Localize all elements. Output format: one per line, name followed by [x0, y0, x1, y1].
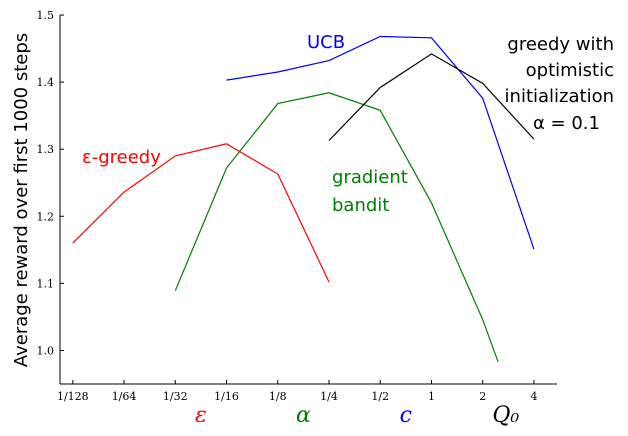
- y-tick-label: 1.4: [37, 76, 55, 89]
- series-line-3: [328, 53, 535, 141]
- param-labels: ε α c Q₀: [195, 403, 519, 428]
- x-tick-label: 2: [479, 390, 486, 403]
- y-ticks: 1.0 1.1 1.2 1.3 1.4 1.5: [37, 9, 64, 357]
- param-label: Q₀: [492, 403, 519, 428]
- annotation-gradient-line2: bandit: [332, 195, 389, 216]
- axes: [59, 15, 557, 385]
- param-label: ε: [195, 403, 207, 428]
- x-tick-label: 1/64: [112, 390, 137, 403]
- param-label: α: [296, 403, 311, 428]
- annotation-greedy-line4: α = 0.1: [533, 113, 600, 134]
- x-tick-label: 1/8: [269, 390, 287, 403]
- y-tick-label: 1.1: [37, 277, 55, 290]
- y-tick-label: 1.2: [37, 210, 55, 223]
- annotation-greedy-line1: greedy with: [507, 34, 614, 55]
- y-tick-label: 1.5: [37, 9, 55, 22]
- annotation-greedy-line3: initialization: [505, 86, 614, 107]
- x-ticks: 1/128 1/64 1/32 1/16 1/8 1/4 1/2 1 2 4: [57, 380, 537, 403]
- x-tick-label: 1/32: [163, 390, 188, 403]
- annotation-gradient-line1: gradient: [332, 167, 408, 188]
- y-tick-label: 1.0: [37, 344, 55, 357]
- series-lines: [72, 35, 535, 363]
- x-tick-label: 1/128: [57, 390, 89, 403]
- x-tick-label: 1/2: [371, 390, 389, 403]
- param-label: c: [400, 403, 412, 428]
- annotation-ucb: UCB: [307, 32, 345, 53]
- series-line-1: [174, 92, 499, 363]
- annotation-greedy-line2: optimistic: [526, 60, 614, 81]
- y-axis-label: Average reward over first 1000 steps: [11, 33, 32, 367]
- annotation-egreedy: ε-greedy: [82, 147, 161, 168]
- x-tick-label: 1: [428, 390, 435, 403]
- series-line-0: [72, 143, 330, 283]
- annotations: ε-greedy gradient bandit UCB greedy with…: [82, 32, 614, 216]
- x-tick-label: 1/4: [320, 390, 338, 403]
- x-tick-label: 1/16: [214, 390, 239, 403]
- series-line-2: [226, 35, 535, 250]
- x-tick-label: 4: [530, 390, 537, 403]
- y-tick-label: 1.3: [37, 143, 55, 156]
